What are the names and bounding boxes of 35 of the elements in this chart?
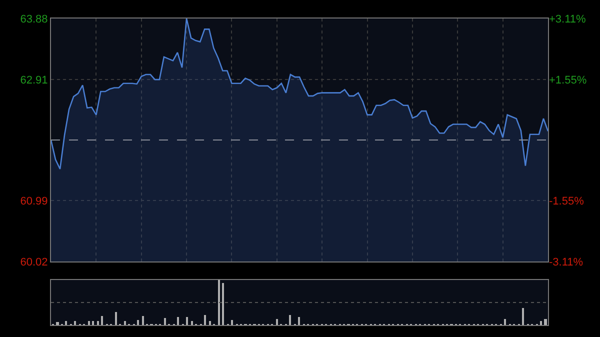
bar (209, 320, 211, 325)
bar (544, 318, 547, 325)
bar (204, 314, 206, 325)
y-tick-label: 60.02 (20, 256, 48, 268)
bar (504, 318, 506, 325)
bar (177, 316, 179, 325)
y-tick-label: 60.99 (20, 195, 48, 208)
bar (540, 320, 542, 325)
bar (142, 316, 144, 325)
bar (101, 316, 103, 325)
y-tick-label: 62.91 (20, 74, 48, 86)
bar (298, 316, 300, 325)
bar (164, 318, 166, 325)
bar (289, 314, 291, 325)
y2-tick-label: +3.11% (549, 13, 586, 26)
bar (92, 320, 94, 325)
bar (191, 320, 193, 325)
bar (276, 318, 278, 325)
y2-tick-label: -3.11% (549, 256, 584, 268)
bar (522, 308, 524, 325)
bar (97, 320, 99, 325)
bar (74, 320, 76, 325)
bar (56, 322, 59, 325)
bar (222, 282, 224, 325)
bar (115, 312, 117, 325)
bar (231, 320, 233, 325)
bar (124, 320, 126, 325)
bar (65, 320, 67, 325)
bar (186, 316, 188, 325)
bar (88, 320, 90, 325)
bar (218, 280, 220, 325)
y-tick-label: 63.88 (20, 13, 48, 26)
y2-tick-label: +1.55% (549, 74, 587, 86)
bar (137, 320, 139, 325)
y2-tick-label: -1.55% (549, 195, 584, 208)
